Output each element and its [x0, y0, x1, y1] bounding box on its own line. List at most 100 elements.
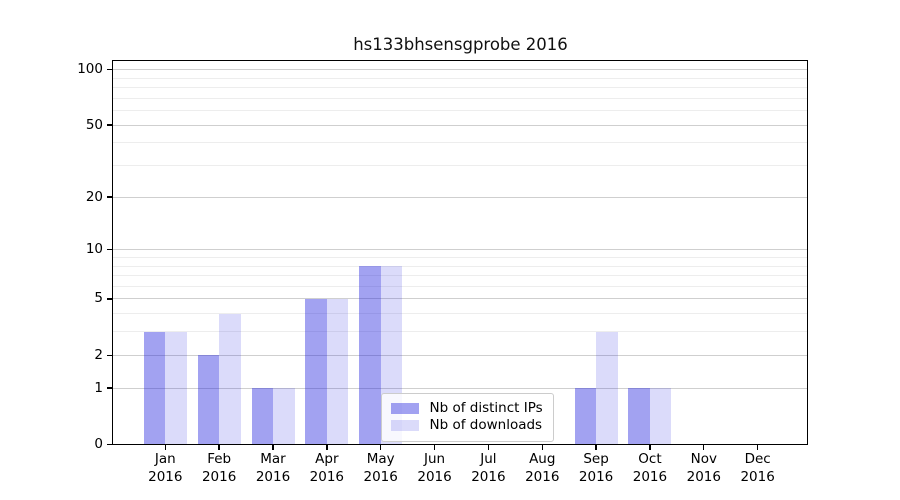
bar-distinct-ips-may — [359, 266, 381, 445]
gridline-minor — [113, 275, 808, 277]
y-axis-tick — [106, 124, 113, 126]
y-axis-tick — [106, 354, 113, 356]
bar-downloads-jan — [165, 331, 187, 445]
x-tick-year: 2016 — [363, 468, 398, 485]
y-tick-label: 5 — [94, 290, 103, 307]
x-axis-tick — [541, 444, 543, 450]
x-axis-tick — [487, 444, 490, 450]
bar-distinct-ips-oct — [628, 388, 650, 445]
x-tick-month: Jun — [424, 451, 446, 467]
bar-distinct-ips-sep — [574, 388, 597, 445]
legend-swatch-downloads — [390, 419, 419, 431]
x-tick-month: Jul — [480, 451, 497, 467]
x-axis-tick — [164, 444, 166, 450]
x-tick-month: Dec — [744, 451, 771, 467]
gridline-minor — [113, 87, 808, 89]
x-tick-month: Mar — [260, 451, 286, 467]
x-tick-year: 2016 — [525, 468, 560, 485]
y-tick-label: 10 — [85, 241, 103, 258]
legend-item-distinct-ips: Nb of distinct IPs — [390, 400, 543, 416]
y-tick-label: 100 — [77, 61, 103, 78]
x-tick-year: 2016 — [201, 468, 237, 485]
x-tick-label: Aug 2016 — [514, 451, 570, 486]
gridline-minor — [113, 165, 808, 167]
y-tick-label: 2 — [94, 346, 103, 363]
gridline-major — [113, 298, 808, 300]
y-axis-tick — [106, 68, 113, 71]
x-tick-label: Nov 2016 — [676, 451, 732, 486]
chart-title: hs133bhsensgprobe 2016 — [353, 35, 568, 54]
x-tick-label: Mar 2016 — [245, 451, 301, 486]
y-tick-label: 0 — [94, 436, 103, 452]
x-tick-label: Jul 2016 — [460, 451, 516, 486]
x-axis-tick — [218, 444, 220, 450]
legend-item-downloads: Nb of downloads — [390, 417, 543, 433]
legend-swatch-distinct-ips — [390, 402, 419, 414]
x-tick-month: Oct — [638, 451, 662, 467]
bar-distinct-ips-apr — [305, 298, 327, 445]
x-tick-month: Jan — [154, 451, 176, 467]
x-tick-label: Oct 2016 — [622, 451, 678, 486]
x-tick-year: 2016 — [417, 468, 452, 485]
gridline-minor — [113, 331, 808, 333]
x-tick-month: Apr — [315, 451, 339, 467]
bar-downloads-feb — [219, 313, 241, 445]
gridline-minor — [113, 77, 808, 79]
y-axis-tick — [106, 249, 113, 251]
y-axis-tick — [106, 196, 113, 198]
x-tick-year: 2016 — [632, 468, 668, 485]
gridline-minor — [113, 142, 808, 144]
x-tick-year: 2016 — [740, 468, 775, 485]
bar-downloads-oct — [649, 388, 672, 445]
gridline-minor — [113, 97, 808, 99]
x-tick-label: Sep 2016 — [568, 451, 624, 486]
x-axis-tick — [649, 444, 651, 450]
x-tick-label: May 2016 — [353, 451, 409, 486]
x-axis-tick — [433, 444, 436, 450]
y-tick-label: 1 — [94, 379, 103, 396]
legend: Nb of distinct IPs Nb of downloads — [380, 392, 554, 442]
x-axis-tick — [703, 444, 705, 450]
x-tick-month: Sep — [583, 451, 609, 467]
gridline-minor — [113, 110, 808, 112]
gridline-major — [113, 196, 808, 198]
x-tick-label: Dec 2016 — [730, 451, 786, 486]
x-tick-label: Jun 2016 — [407, 451, 463, 486]
gridline-minor — [113, 313, 808, 315]
x-axis-tick — [272, 444, 274, 450]
y-tick-label: 50 — [85, 116, 103, 133]
x-tick-year: 2016 — [686, 468, 721, 485]
x-axis-tick — [326, 444, 328, 450]
x-tick-month: Nov — [690, 451, 717, 467]
x-tick-year: 2016 — [255, 468, 291, 485]
legend-label-downloads: Nb of downloads — [429, 417, 543, 433]
y-axis-tick — [106, 443, 113, 446]
x-tick-month: Aug — [529, 451, 556, 467]
x-tick-year: 2016 — [578, 468, 614, 485]
gridline-minor — [113, 256, 808, 258]
gridline-major — [113, 249, 808, 251]
y-axis-tick — [106, 387, 113, 389]
bar-distinct-ips-jan — [143, 331, 166, 445]
gridline-major — [113, 354, 808, 356]
y-axis-tick — [106, 298, 113, 300]
x-axis-tick — [380, 444, 382, 450]
gridline-major — [113, 124, 808, 126]
x-tick-year: 2016 — [309, 468, 345, 485]
x-tick-label: Apr 2016 — [299, 451, 355, 486]
x-tick-month: Feb — [207, 451, 232, 467]
gridline-minor — [113, 265, 808, 267]
gridline-major — [113, 69, 808, 71]
x-tick-year: 2016 — [471, 468, 506, 485]
x-tick-label: Jan 2016 — [137, 451, 193, 486]
x-tick-label: Feb 2016 — [191, 451, 247, 486]
x-axis-tick — [595, 444, 597, 450]
bar-distinct-ips-mar — [251, 388, 273, 445]
bar-downloads-apr — [326, 298, 349, 445]
legend-label-distinct-ips: Nb of distinct IPs — [429, 400, 543, 416]
bar-downloads-mar — [273, 388, 295, 445]
y-tick-label: 20 — [85, 188, 103, 205]
bar-downloads-sep — [596, 331, 618, 445]
x-tick-month: May — [366, 451, 395, 467]
